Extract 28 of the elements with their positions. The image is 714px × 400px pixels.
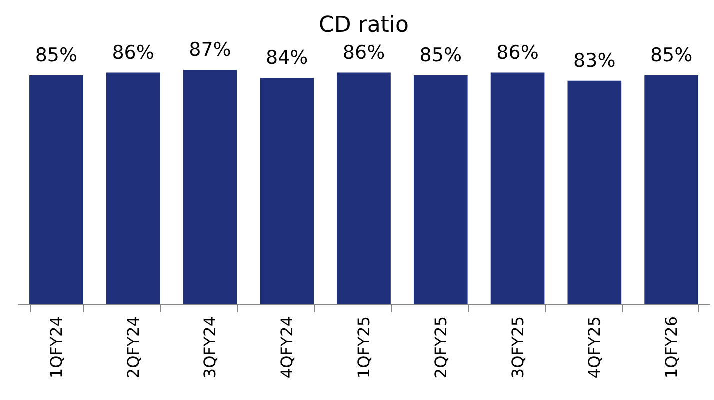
bar — [337, 72, 391, 304]
bar — [30, 75, 84, 304]
x-tick-label: 2QFY25 — [431, 316, 450, 379]
x-tick-label: 1QFY24 — [46, 316, 66, 379]
x-tick-label: 4QFY24 — [278, 316, 297, 379]
bar — [644, 75, 698, 304]
bar — [183, 70, 238, 304]
bar — [260, 78, 314, 304]
x-tick-label: 3QFY24 — [200, 316, 220, 379]
data-label: 87% — [189, 39, 232, 62]
data-label: 86% — [496, 42, 539, 64]
bar — [414, 75, 468, 304]
x-tick-label: 4QFY25 — [585, 316, 604, 379]
data-label: 85% — [420, 44, 462, 66]
bar — [490, 72, 545, 304]
data-label: 83% — [574, 50, 616, 72]
data-label: 86% — [342, 42, 386, 64]
data-label: 86% — [112, 42, 154, 64]
bar — [568, 80, 622, 304]
bar — [106, 72, 160, 304]
x-tick-label: 3QFY25 — [508, 316, 528, 379]
chart-title: CD ratio — [318, 13, 410, 38]
x-tick-label: 1QFY26 — [662, 316, 682, 379]
data-label: 84% — [266, 47, 308, 70]
x-tick-label: 1QFY25 — [354, 316, 374, 379]
x-tick-label: 2QFY24 — [124, 316, 143, 379]
data-label: 85% — [650, 44, 693, 66]
data-label: 85% — [35, 44, 78, 66]
